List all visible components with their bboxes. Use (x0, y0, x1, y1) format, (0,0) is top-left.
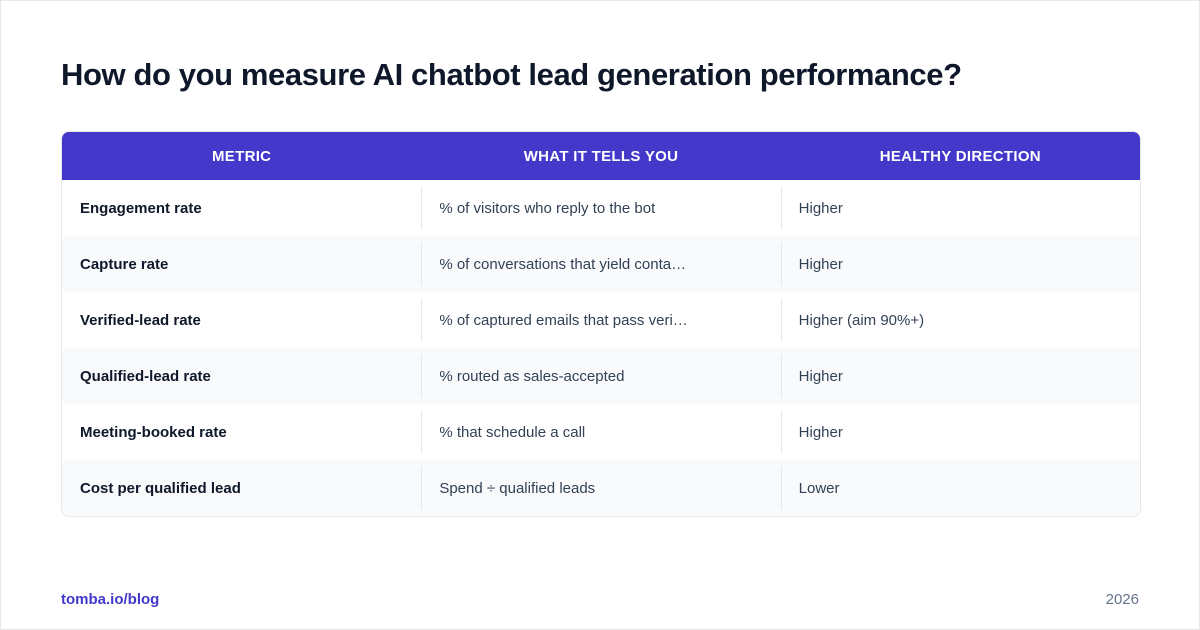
table-row: Cost per qualified lead Spend ÷ qualifie… (62, 460, 1140, 516)
description-cell: % routed as sales-accepted (421, 348, 780, 404)
table-row: Engagement rate % of visitors who reply … (62, 180, 1140, 236)
source-link[interactable]: tomba.io/blog (61, 591, 160, 608)
description-cell: % that schedule a call (421, 404, 780, 460)
description-text: Spend ÷ qualified leads (439, 479, 596, 497)
column-header-what-it-tells-you: WHAT IT TELLS YOU (523, 147, 679, 165)
table-row: Meeting-booked rate % that schedule a ca… (62, 404, 1140, 460)
description-text: % that schedule a call (439, 423, 586, 441)
direction-cell: Higher (780, 348, 1140, 404)
description-text: % routed as sales-accepted (439, 367, 625, 385)
description-cell: % of conversations that yield conta… (421, 236, 780, 292)
header-row: METRIC WHAT IT TELLS YOU HEALTHY DIRECTI… (62, 132, 1140, 180)
description-cell: % of captured emails that pass veri… (421, 292, 780, 348)
direction-cell: Higher (780, 180, 1140, 236)
table: METRIC WHAT IT TELLS YOU HEALTHY DIRECTI… (62, 132, 1140, 516)
metric-cell: Qualified-lead rate (80, 367, 211, 385)
table-row: Verified-lead rate % of captured emails … (62, 292, 1140, 348)
column-header-metric: METRIC (212, 147, 272, 165)
description-text: % of captured emails that pass veri… (439, 311, 688, 329)
direction-cell: Higher (780, 404, 1140, 460)
metric-cell: Cost per qualified lead (80, 479, 241, 497)
direction-cell: Higher (780, 236, 1140, 292)
table-row: Qualified-lead rate % routed as sales-ac… (62, 348, 1140, 404)
metric-cell: Meeting-booked rate (80, 423, 227, 441)
column-header-healthy-direction: HEALTHY DIRECTION (879, 147, 1041, 165)
metric-cell: Verified-lead rate (80, 311, 201, 329)
direction-cell: Lower (780, 460, 1140, 516)
direction-cell: Higher (aim 90%+) (780, 292, 1140, 348)
metric-cell: Capture rate (80, 255, 169, 273)
year-label: 2026 (1105, 591, 1139, 608)
page-title: How do you measure AI chatbot lead gener… (61, 57, 962, 92)
table-body: Engagement rate % of visitors who reply … (62, 180, 1140, 516)
metric-cell: Engagement rate (80, 199, 202, 217)
table-header: METRIC WHAT IT TELLS YOU HEALTHY DIRECTI… (62, 132, 1140, 180)
description-cell: Spend ÷ qualified leads (421, 460, 780, 516)
description-cell: % of visitors who reply to the bot (421, 180, 780, 236)
metrics-table: METRIC WHAT IT TELLS YOU HEALTHY DIRECTI… (61, 131, 1141, 517)
description-text: % of conversations that yield conta… (439, 255, 687, 273)
description-text: % of visitors who reply to the bot (439, 199, 656, 217)
table-row: Capture rate % of conversations that yie… (62, 236, 1140, 292)
